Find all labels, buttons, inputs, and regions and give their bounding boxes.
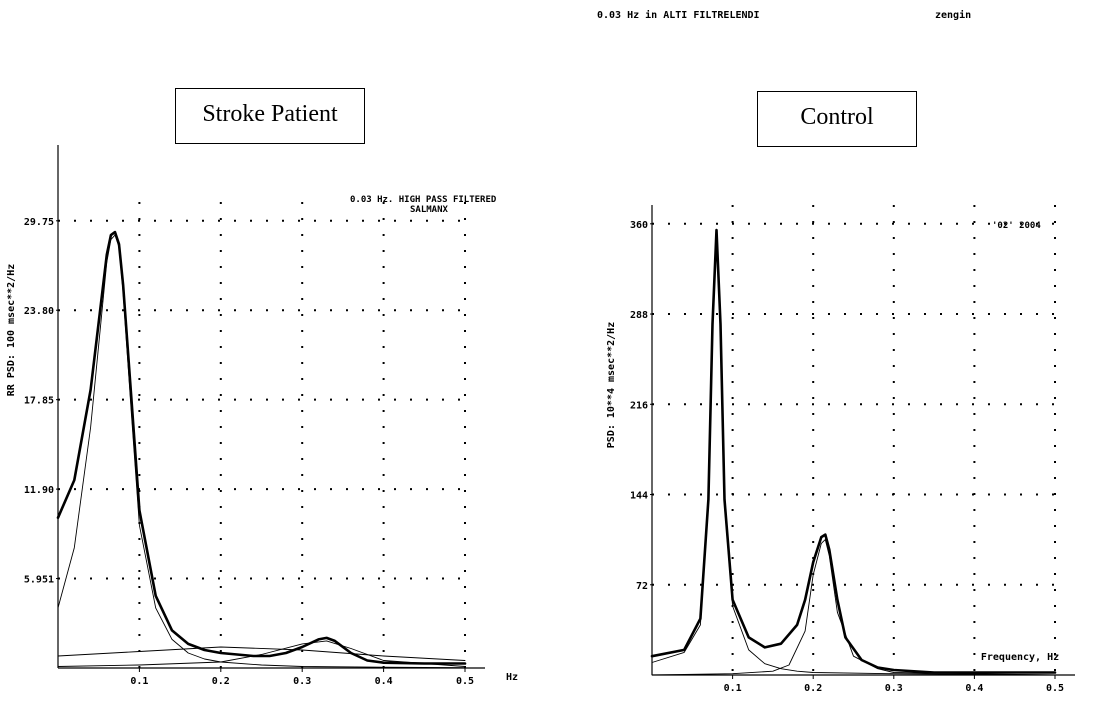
stroke-y-tick-label: 11.90 [24,485,54,496]
stroke-y-tick-label: 29.75 [24,217,54,228]
control-x-tick-label: 0.1 [724,683,742,694]
control-x-tick-label: 0.4 [965,683,983,694]
control-x-tick-label: 0.2 [804,683,822,694]
stroke-x-axis-label: Hz [506,672,518,683]
control-series-2-line [651,539,1056,676]
control-header-filter-label: 0.03 Hz in ALTI FILTRELENDI [597,10,760,21]
stroke-x-tick-label: 0.4 [375,676,393,687]
stroke-y-tick-label: 17.85 [24,396,54,407]
control-x-tick-label: 0.5 [1046,683,1064,694]
stroke-series-0-line [56,230,467,665]
stroke-x-tick-label: 0.3 [293,676,311,687]
stroke-y-tick-label: 23.80 [24,306,54,317]
stroke-annotation-sub: SALMANX [410,205,449,215]
control-title: Control [757,91,917,147]
control-header-subject-label: zengin [935,10,972,21]
control-series-1-line [651,235,1056,676]
stroke-annotation: 0.03 Hz. HIGH PASS FILTERED [350,195,497,205]
control-x-axis-label: Frequency, Hz [981,652,1059,663]
control-annotation: '02' 2004 [992,221,1041,231]
stroke-x-tick-label: 0.1 [130,676,148,687]
stroke-x-tick-label: 0.2 [212,676,230,687]
control-y-axis-label: PSD: 10**4 msec**2/Hz [606,322,617,448]
control-x-tick-label: 0.3 [885,683,903,694]
control-y-tick-label: 360 [630,220,648,231]
stroke-y-tick-label: 5.951 [24,575,54,586]
stroke-patient-title: Stroke Patient [175,88,365,144]
stroke-y-axis-label: RR PSD: 100 msec**2/Hz [6,264,17,396]
control-y-tick-label: 144 [630,491,648,502]
stroke-series-1-line [57,234,466,669]
stroke-x-tick-label: 0.5 [456,676,474,687]
control-series-0-line [650,228,1057,674]
stroke-series-2-line [57,646,466,661]
stroke-series-3-line [57,640,466,667]
control-y-tick-label: 216 [630,400,648,411]
control-y-tick-label: 288 [630,310,648,321]
control-y-tick-label: 72 [636,581,648,592]
